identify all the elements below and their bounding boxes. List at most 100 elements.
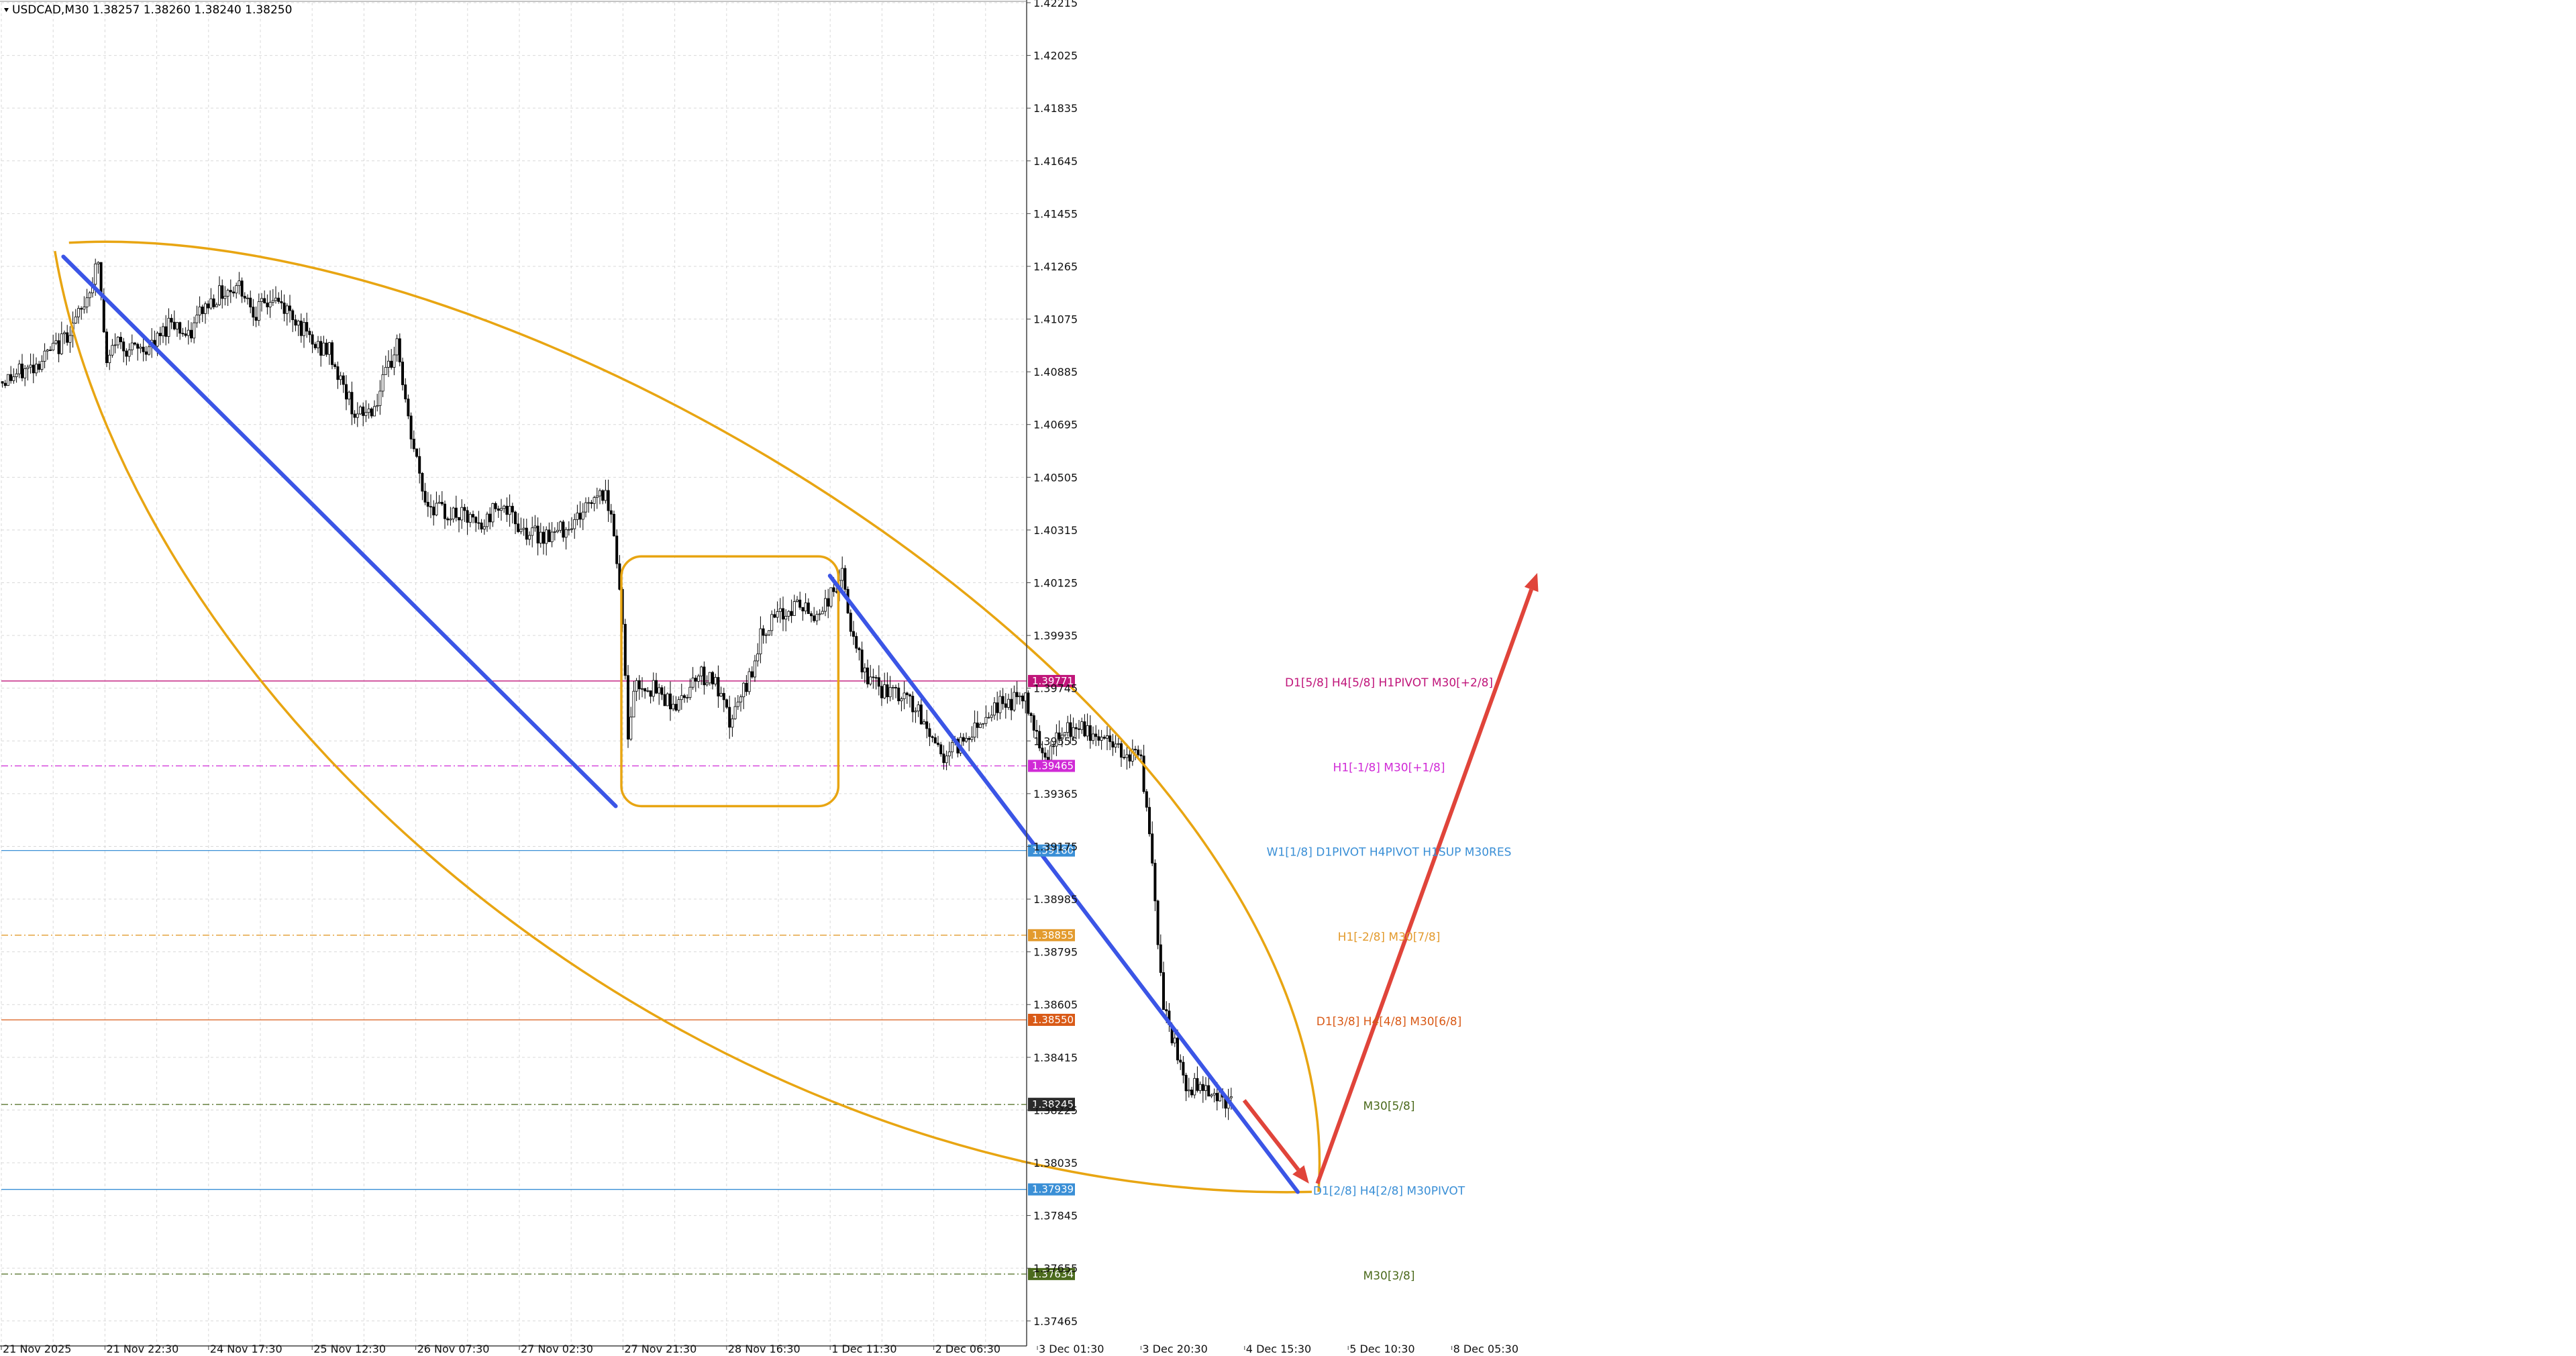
candle-body: [207, 303, 210, 309]
time-tick-label: 25 Nov 12:30: [313, 1343, 386, 1355]
candle-body: [319, 341, 323, 356]
candle-body: [576, 513, 579, 520]
candle-body: [782, 608, 785, 620]
candle-body: [1201, 1084, 1204, 1091]
arc-lower[interactable]: [54, 250, 1312, 1194]
candle-body: [1092, 733, 1095, 741]
axes: 1.42215 1.42025 1.41835 1.41645 1.41455 1.412…: [0, 0, 1518, 1355]
candle-body: [342, 375, 345, 385]
candle-body: [189, 329, 193, 339]
candle-body: [187, 329, 190, 336]
candle-body: [996, 702, 999, 713]
candle-body: [423, 490, 427, 503]
candle-body: [660, 687, 664, 695]
candle-body: [584, 502, 588, 513]
candle-body: [339, 375, 342, 380]
arrow-down[interactable]: [1242, 1099, 1309, 1184]
candle-body: [677, 699, 680, 711]
candle-body: [567, 529, 570, 531]
trend-line-2[interactable]: [827, 574, 1300, 1194]
candle-body: [370, 408, 373, 417]
candle-body: [796, 599, 799, 602]
price-tick-label: 1.38225: [1033, 1104, 1078, 1116]
candle-body: [415, 448, 419, 457]
candle-body: [330, 342, 333, 365]
candle-body: [3, 382, 7, 386]
candle-body: [474, 517, 478, 523]
candle-body: [646, 690, 650, 692]
candle-body: [564, 529, 568, 538]
level-label: M30[3/8]: [1363, 1269, 1415, 1283]
candle-body: [40, 361, 44, 370]
candle-body: [268, 302, 272, 307]
candle-body: [519, 529, 523, 532]
candle-body: [1198, 1084, 1202, 1091]
candle-body: [1041, 747, 1044, 753]
candle-body: [325, 342, 328, 355]
candle-body: [52, 343, 55, 351]
candle-body: [480, 522, 483, 529]
chart-header: USDCAD,M30 1.38257 1.38260 1.38240 1.382…: [4, 3, 292, 17]
candle-body: [378, 390, 382, 406]
candle-body: [142, 346, 145, 352]
candle-body: [452, 507, 455, 520]
candle-body: [336, 366, 340, 380]
consolidation-box[interactable]: [620, 555, 840, 808]
candle-body: [593, 497, 596, 504]
level-label: W1[1/8] D1PIVOT H4PIVOT H1SUP M30RES: [1267, 846, 1512, 859]
candle-body: [488, 513, 492, 523]
candle-body: [172, 321, 176, 329]
candle-body: [497, 508, 500, 511]
candle-body: [15, 373, 18, 377]
price-tick-label: 1.38605: [1033, 998, 1078, 1011]
candle-body: [931, 736, 934, 738]
trend-line-1[interactable]: [61, 254, 618, 809]
candle-body: [947, 751, 951, 757]
drawings[interactable]: [54, 240, 1539, 1194]
candle-body: [1139, 754, 1143, 757]
candle-body: [111, 345, 114, 356]
candle-body: [736, 701, 739, 707]
candle-body: [60, 333, 63, 354]
candle-body: [440, 502, 444, 505]
candle-body: [1069, 722, 1072, 737]
candle-body: [133, 342, 136, 345]
candle-body: [517, 523, 520, 532]
arrow-up[interactable]: [1315, 573, 1539, 1185]
candle-body: [770, 614, 774, 631]
candle-body: [144, 351, 148, 355]
candle-body: [54, 340, 58, 344]
level-label: M30[5/8]: [1363, 1100, 1415, 1113]
candle-body: [17, 364, 21, 374]
candle-body: [201, 306, 204, 314]
arc-upper[interactable]: [68, 240, 1321, 1192]
level-price-badge-text: 1.39771: [1032, 675, 1074, 687]
time-tick-label: 3 Dec 20:30: [1142, 1343, 1207, 1355]
level-label: H1[-2/8] M30[7/8]: [1338, 931, 1441, 944]
candle-body: [691, 678, 694, 688]
candle-body: [700, 666, 703, 676]
candle-body: [215, 304, 218, 307]
arrow-up-head-icon: [1524, 573, 1539, 592]
candle-body: [1207, 1085, 1210, 1097]
price-tick-label: 1.39555: [1033, 735, 1078, 747]
candle-body: [404, 384, 407, 400]
candle-body: [595, 495, 599, 498]
candle-body: [1179, 1059, 1182, 1063]
candle-body: [468, 514, 472, 523]
candle-body: [508, 506, 511, 515]
candle-body: [627, 675, 630, 740]
candle-body: [280, 301, 283, 303]
candle-body: [345, 384, 348, 400]
arrow-down-shaft: [1242, 1099, 1300, 1171]
candle-body: [367, 408, 370, 413]
candle-body: [979, 723, 982, 728]
candle-body: [869, 676, 872, 684]
candle-body: [1204, 1085, 1208, 1091]
candle-body: [843, 568, 847, 590]
dropdown-triangle-icon[interactable]: [4, 8, 9, 12]
candle-body: [274, 297, 277, 301]
candle-body: [505, 505, 509, 515]
